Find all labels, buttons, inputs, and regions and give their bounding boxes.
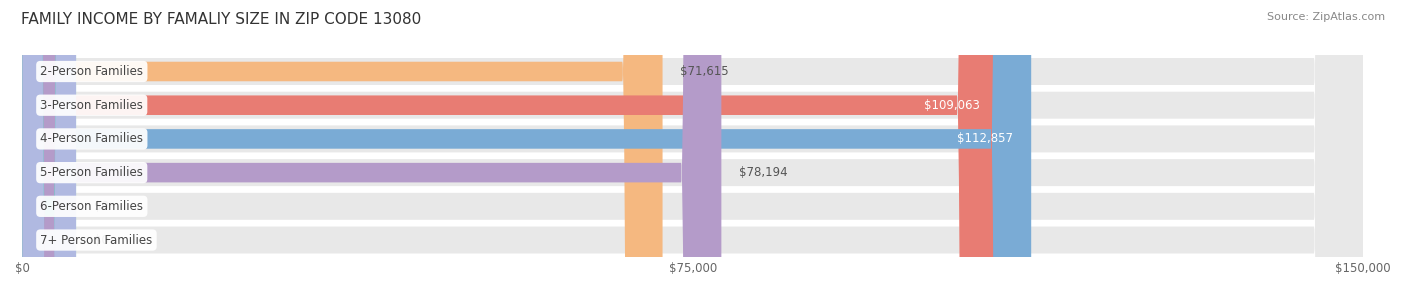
FancyBboxPatch shape xyxy=(22,0,721,305)
Text: $0: $0 xyxy=(94,200,108,213)
Text: 2-Person Families: 2-Person Families xyxy=(41,65,143,78)
Text: $112,857: $112,857 xyxy=(957,132,1014,145)
FancyBboxPatch shape xyxy=(22,0,1031,305)
FancyBboxPatch shape xyxy=(22,0,662,305)
Text: 4-Person Families: 4-Person Families xyxy=(41,132,143,145)
FancyBboxPatch shape xyxy=(22,0,76,305)
FancyBboxPatch shape xyxy=(22,0,1364,305)
Text: 5-Person Families: 5-Person Families xyxy=(41,166,143,179)
Text: 6-Person Families: 6-Person Families xyxy=(41,200,143,213)
FancyBboxPatch shape xyxy=(22,0,1364,305)
Text: FAMILY INCOME BY FAMALIY SIZE IN ZIP CODE 13080: FAMILY INCOME BY FAMALIY SIZE IN ZIP COD… xyxy=(21,12,422,27)
Text: $109,063: $109,063 xyxy=(924,99,980,112)
Text: $71,615: $71,615 xyxy=(681,65,730,78)
Text: $0: $0 xyxy=(94,234,108,246)
FancyBboxPatch shape xyxy=(22,0,1364,305)
FancyBboxPatch shape xyxy=(22,0,997,305)
Text: 3-Person Families: 3-Person Families xyxy=(41,99,143,112)
FancyBboxPatch shape xyxy=(22,0,1364,305)
Text: $78,194: $78,194 xyxy=(740,166,787,179)
FancyBboxPatch shape xyxy=(22,0,76,305)
FancyBboxPatch shape xyxy=(22,0,1364,305)
Text: Source: ZipAtlas.com: Source: ZipAtlas.com xyxy=(1267,12,1385,22)
FancyBboxPatch shape xyxy=(22,0,1364,305)
Text: 7+ Person Families: 7+ Person Families xyxy=(41,234,153,246)
